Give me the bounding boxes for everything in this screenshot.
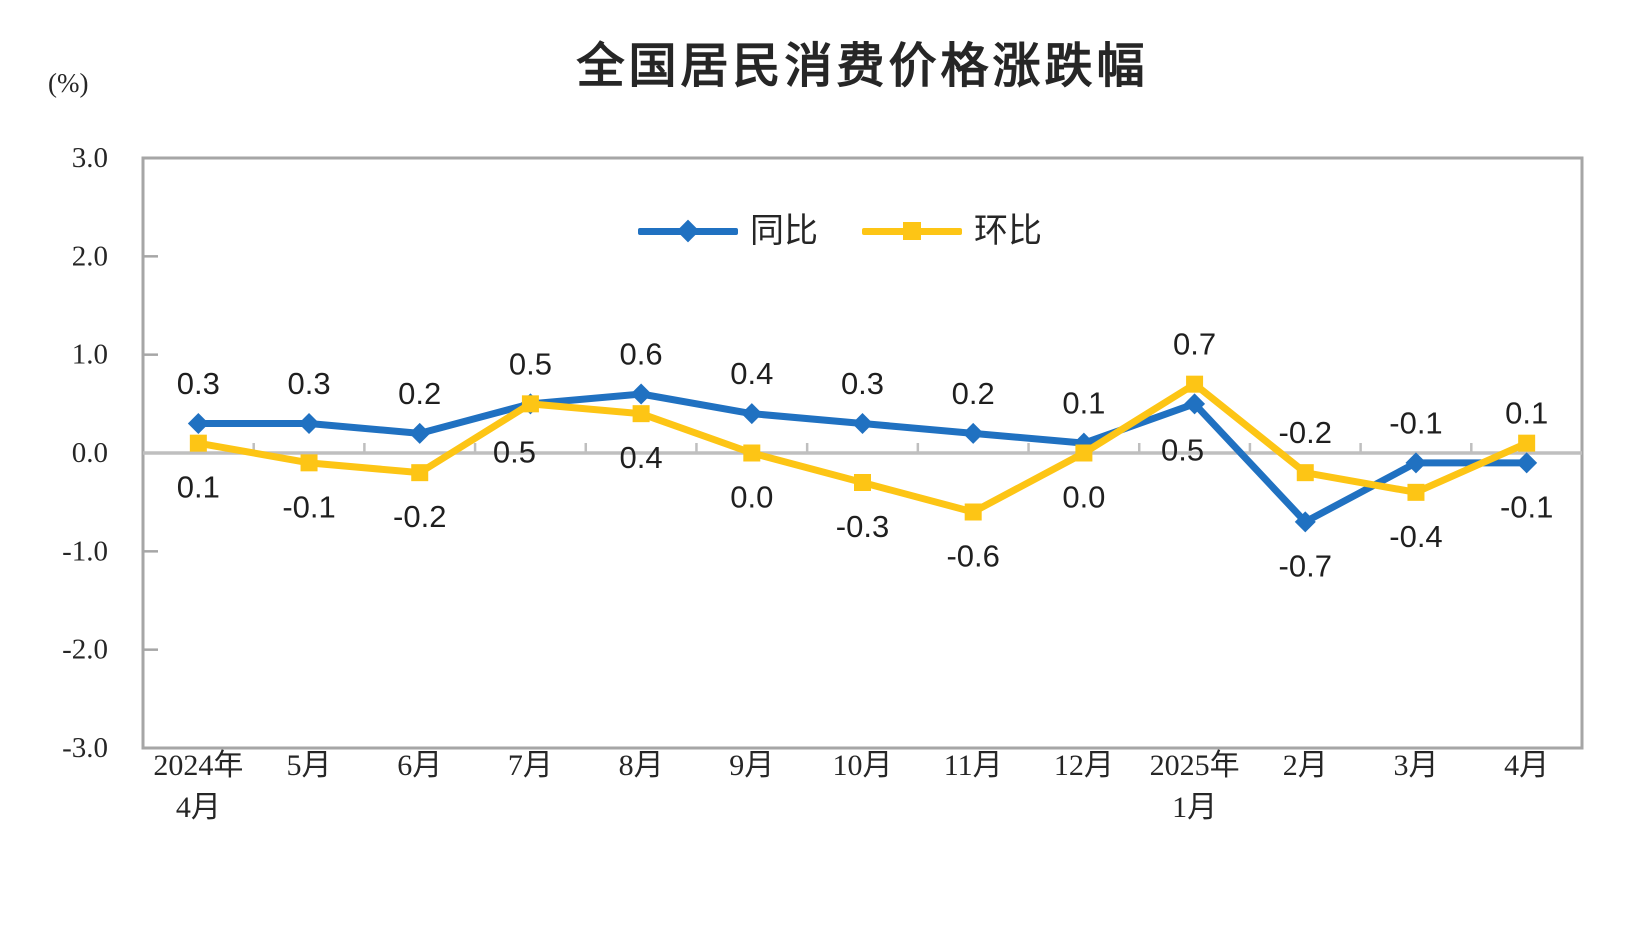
yoy-marker	[852, 413, 873, 434]
mom-data-label: 0.1	[1505, 396, 1548, 431]
mom-data-label: -0.6	[946, 539, 999, 574]
diamond-marker-icon	[676, 219, 700, 243]
x-tick-label: 6月	[397, 749, 442, 782]
legend-item-yoy: 同比	[638, 214, 818, 248]
square-marker-icon	[903, 222, 921, 240]
y-tick-label: 1.0	[72, 339, 108, 371]
mom-marker	[632, 405, 650, 423]
yoy-data-label: -0.1	[1389, 405, 1442, 440]
yoy-marker	[1294, 511, 1316, 533]
mom-marker	[964, 503, 982, 521]
y-tick-label: -1.0	[62, 535, 108, 567]
mom-marker	[1407, 483, 1425, 501]
x-tick-label: 4月	[1504, 749, 1549, 782]
mom-data-label: 0.0	[1062, 480, 1105, 515]
x-tick-label: 8月	[619, 749, 664, 782]
x-tick-label: 11月	[944, 749, 1003, 782]
yoy-data-label: 0.1	[1062, 386, 1105, 421]
yoy-marker	[1184, 393, 1206, 415]
yoy-line-swatch	[638, 219, 738, 243]
yoy-marker	[962, 422, 984, 444]
y-axis-unit-label: (%)	[48, 68, 89, 98]
yoy-data-label: 0.3	[287, 366, 330, 401]
chart-title: 全国居民消费价格涨跌幅	[576, 40, 1149, 93]
mom-line-swatch	[862, 222, 962, 240]
mom-data-label: 0.4	[620, 440, 663, 475]
x-tick-label: 7月	[508, 749, 553, 782]
legend-label-yoy: 同比	[750, 212, 818, 250]
yoy-marker	[630, 383, 652, 405]
legend: 同比 环比	[638, 214, 1042, 248]
mom-marker	[854, 474, 871, 491]
y-tick-label: 3.0	[72, 142, 108, 174]
yoy-marker	[741, 403, 763, 425]
mom-data-label: -0.2	[1279, 415, 1332, 450]
x-tick-label: 12月	[1054, 749, 1114, 782]
yoy-data-label: -0.7	[1279, 548, 1332, 583]
mom-marker	[189, 434, 207, 452]
x-tick-label: 2月	[1283, 749, 1328, 782]
x-tick-label: 2024年 4月	[153, 749, 243, 824]
x-tick-label: 9月	[729, 749, 774, 782]
yoy-data-label: -0.1	[1500, 489, 1553, 524]
yoy-data-label: 0.6	[620, 337, 663, 372]
yoy-marker	[409, 422, 431, 444]
x-tick-label: 2025年 1月	[1150, 749, 1240, 824]
x-tick-label: 3月	[1393, 749, 1438, 782]
yoy-data-label: 0.3	[177, 366, 220, 401]
mom-data-label: 0.7	[1173, 327, 1216, 362]
mom-data-label: 0.0	[730, 480, 773, 515]
mom-marker	[1296, 464, 1314, 482]
mom-marker	[521, 395, 539, 413]
yoy-marker	[298, 413, 320, 434]
yoy-marker	[187, 413, 209, 434]
mom-marker	[1518, 434, 1536, 452]
x-tick-label: 5月	[287, 749, 332, 782]
mom-marker	[1186, 375, 1204, 393]
mom-marker	[300, 454, 318, 472]
mom-data-label: -0.4	[1389, 519, 1442, 554]
y-tick-label: 2.0	[72, 240, 108, 272]
x-tick-label: 10月	[833, 749, 893, 782]
mom-data-label: -0.3	[836, 509, 889, 544]
yoy-data-label: 0.5	[1161, 432, 1204, 467]
legend-item-mom: 环比	[862, 214, 1042, 248]
mom-data-label: -0.2	[393, 499, 446, 534]
y-tick-label: 0.0	[72, 437, 108, 469]
y-tick-label: -2.0	[62, 634, 108, 666]
mom-data-label: -0.1	[282, 489, 335, 524]
mom-data-label: 0.5	[493, 434, 536, 469]
mom-marker	[1075, 444, 1093, 462]
yoy-data-label: 0.2	[398, 376, 441, 411]
mom-marker	[743, 444, 761, 462]
mom-marker	[411, 464, 429, 482]
legend-label-mom: 环比	[974, 212, 1042, 250]
yoy-data-label: 0.3	[841, 366, 884, 401]
yoy-marker	[1516, 452, 1538, 474]
y-tick-label: -3.0	[62, 732, 108, 764]
yoy-data-label: 0.2	[952, 376, 995, 411]
yoy-marker	[1405, 452, 1427, 474]
mom-data-label: 0.1	[177, 470, 220, 505]
yoy-data-label: 0.5	[509, 346, 552, 381]
yoy-data-label: 0.4	[730, 356, 773, 391]
